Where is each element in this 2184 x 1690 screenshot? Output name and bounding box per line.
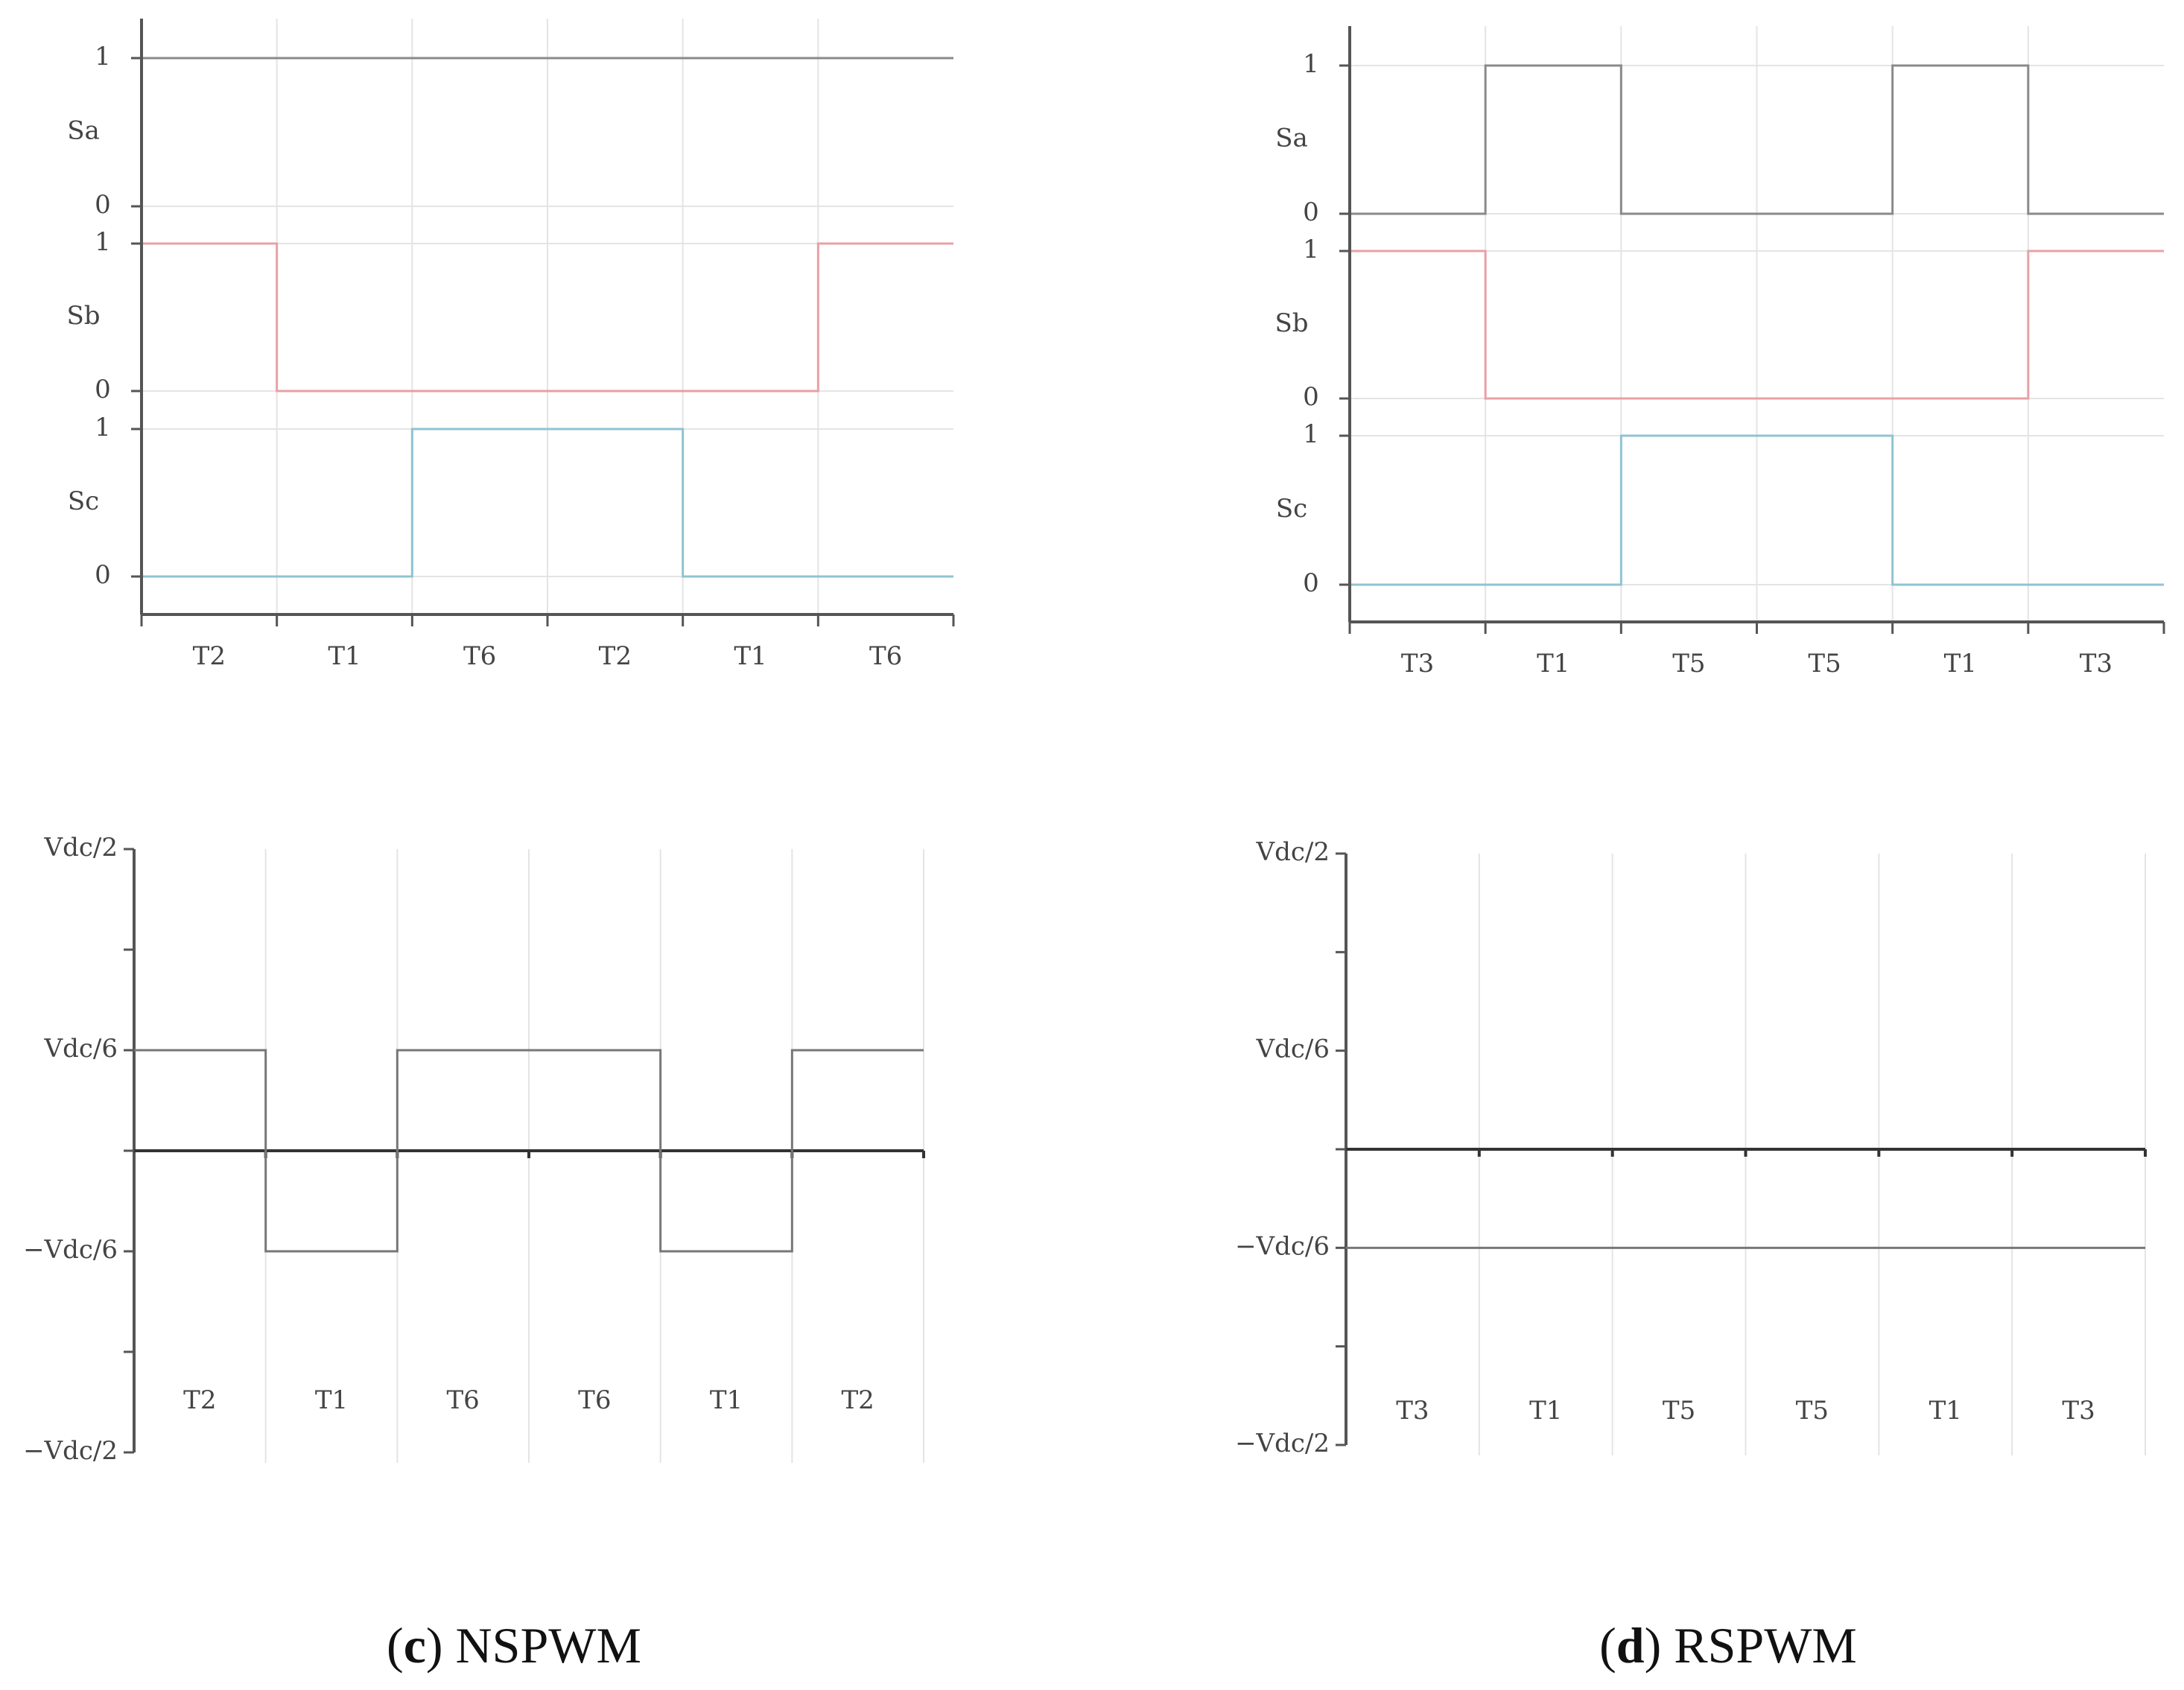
- y-tick-label: Vdc/2: [1256, 837, 1330, 867]
- x-interval-label: T2: [599, 641, 632, 671]
- series-label-sc: Sc: [1276, 494, 1307, 524]
- y-tick-label: Vdc/2: [44, 833, 118, 863]
- x-interval-label: T2: [183, 1385, 216, 1415]
- y-tick-label-sc-0: 0: [1303, 568, 1319, 598]
- trace-sc: [1350, 434, 2164, 586]
- series-label-sc: Sc: [68, 486, 99, 516]
- x-interval-label: T5: [1663, 1396, 1695, 1426]
- series-label-sb: Sb: [66, 301, 100, 331]
- y-tick-label: −Vdc/2: [1235, 1429, 1330, 1458]
- trace-sb: [1350, 250, 2164, 400]
- y-tick-label: −Vdc/6: [1235, 1231, 1330, 1261]
- x-interval-label: T3: [1401, 649, 1434, 679]
- caption-nspwm-letter: c: [403, 1617, 426, 1674]
- caption-nspwm: (c) NSPWM: [387, 1617, 641, 1674]
- y-tick-label-sa-0: 0: [1303, 197, 1319, 227]
- y-tick-label-sb-0: 0: [1303, 382, 1319, 412]
- x-interval-label: T1: [315, 1385, 348, 1415]
- y-tick-label-sa-1: 1: [95, 42, 111, 72]
- x-interval-label: T1: [1537, 649, 1569, 679]
- y-tick-label: −Vdc/6: [23, 1235, 118, 1265]
- x-interval-label: T2: [193, 641, 226, 671]
- x-interval-label: T5: [1672, 649, 1705, 679]
- chart-nspwm-voltage: Vdc/2 Vdc/6 −Vdc/6 −Vdc/2 T2 T1 T6 T6 T1 T2: [23, 833, 925, 1466]
- x-interval-label: T6: [463, 641, 496, 671]
- chart-nspwm-switching: 1 0 Sa 1 0 Sb 1 0 Sc T2 T1 T6 T2 T1 T6: [66, 19, 955, 671]
- x-interval-label: T1: [734, 641, 766, 671]
- caption-rspwm-letter: d: [1616, 1617, 1645, 1674]
- x-interval-label: T1: [1529, 1396, 1562, 1426]
- y-tick-label: Vdc/6: [1256, 1035, 1330, 1064]
- x-interval-label: T1: [328, 641, 361, 671]
- trace-voltage: [134, 1049, 924, 1253]
- trace-sa: [1350, 64, 2164, 215]
- x-interval-label: T2: [842, 1385, 874, 1415]
- x-interval-label: T3: [2080, 649, 2112, 679]
- y-tick-label-sc-0: 0: [95, 560, 111, 590]
- y-tick-label-sa-1: 1: [1303, 49, 1319, 79]
- x-interval-label: T3: [1396, 1396, 1429, 1426]
- y-tick-label-sc-1: 1: [1303, 419, 1319, 449]
- y-tick-label-sc-1: 1: [95, 413, 111, 442]
- x-interval-label: T1: [1929, 1396, 1962, 1426]
- y-tick-label-sb-0: 0: [95, 375, 111, 404]
- x-interval-label: T1: [710, 1385, 743, 1415]
- x-interval-label: T6: [578, 1385, 611, 1415]
- chart-rspwm-voltage: Vdc/2 Vdc/6 −Vdc/6 −Vdc/2 T3 T1 T5 T5 T1 T3: [1235, 837, 2147, 1458]
- y-tick-label-sa-0: 0: [95, 190, 111, 220]
- x-interval-label: T5: [1796, 1396, 1829, 1426]
- x-interval-label: T1: [1944, 649, 1977, 679]
- chart-rspwm-switching: 1 0 Sa 1 0 Sb 1 0 Sc T3 T1 T5 T5 T1 T3: [1274, 26, 2165, 679]
- y-tick-label-sb-1: 1: [1303, 235, 1319, 264]
- series-label-sa: Sa: [67, 116, 100, 146]
- y-tick-label: Vdc/6: [44, 1034, 118, 1064]
- trace-sb: [142, 242, 953, 393]
- y-tick-label-sb-1: 1: [95, 227, 111, 257]
- x-interval-label: T3: [2062, 1396, 2095, 1426]
- trace-sc: [142, 428, 953, 578]
- x-interval-label: T5: [1808, 649, 1841, 679]
- x-interval-label: T6: [447, 1385, 480, 1415]
- series-label-sb: Sb: [1274, 308, 1308, 338]
- caption-rspwm: (d) RSPWM: [1599, 1617, 1857, 1674]
- series-label-sa: Sa: [1275, 124, 1308, 153]
- y-tick-label: −Vdc/2: [23, 1436, 118, 1466]
- x-interval-label: T6: [869, 641, 902, 671]
